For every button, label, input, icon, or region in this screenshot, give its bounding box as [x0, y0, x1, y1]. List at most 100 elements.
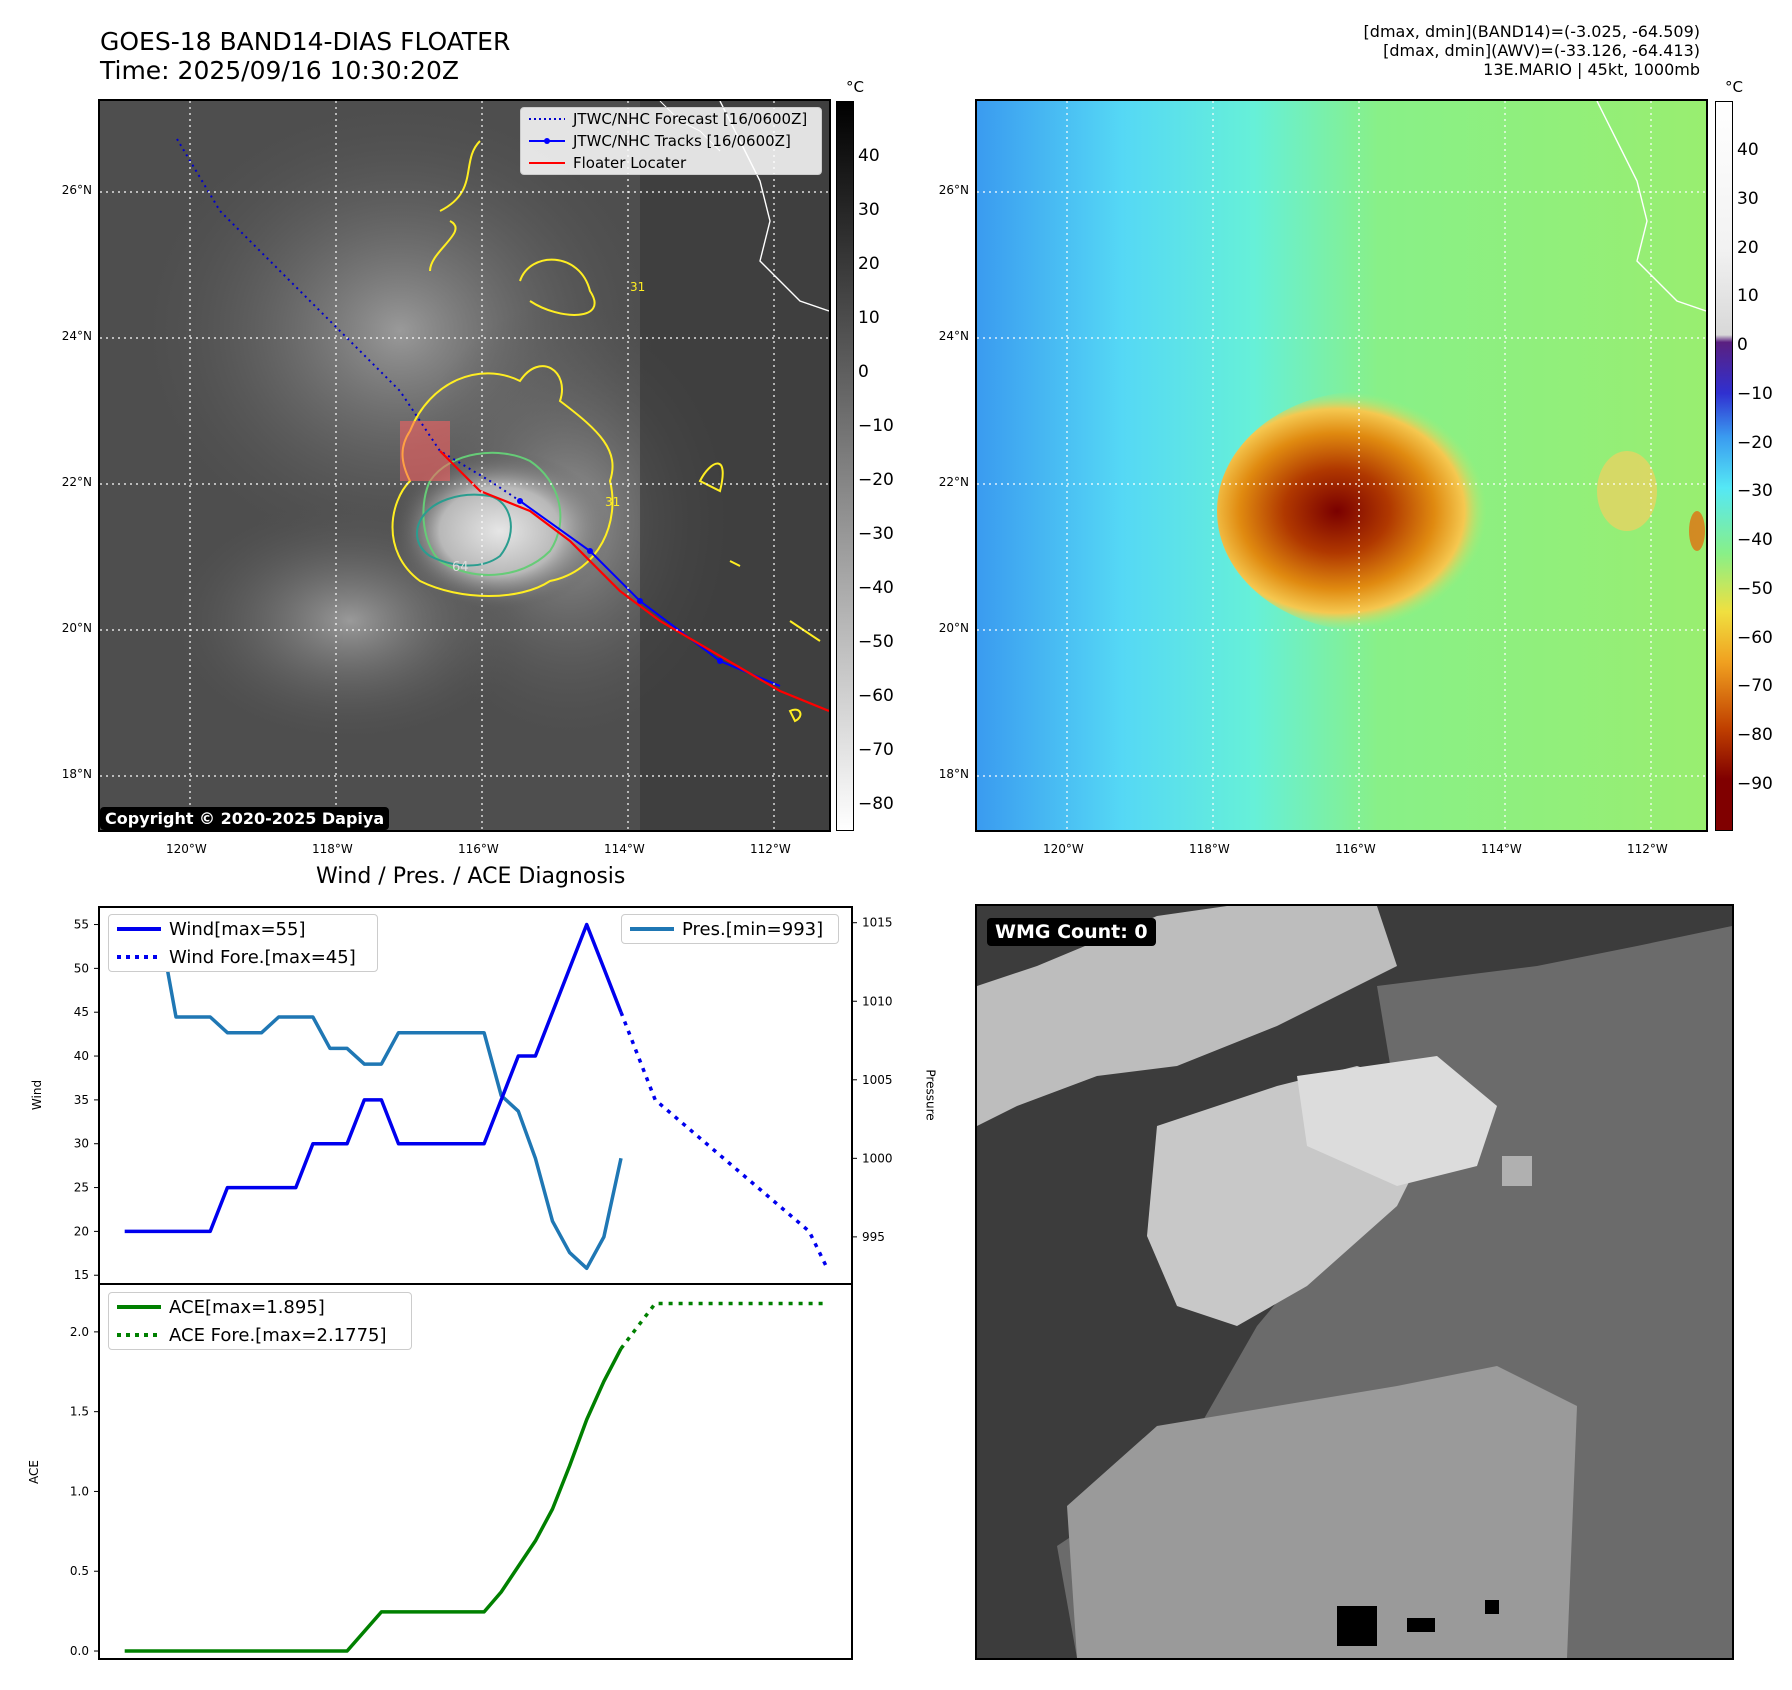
ir-colorbar	[836, 101, 854, 831]
pressure-tick: 995	[862, 1230, 885, 1244]
contour-teal	[416, 493, 512, 567]
storm-info: [dmax, dmin](BAND14)=(-3.025, -64.509) […	[1364, 22, 1700, 79]
info-line-2: [dmax, dmin](AWV)=(-33.126, -64.413)	[1383, 41, 1700, 60]
lat-label: 24°N	[938, 329, 969, 343]
wind-tick: 40	[74, 1049, 89, 1063]
cbar-tick: −40	[1737, 530, 1773, 550]
floater-box	[400, 421, 450, 481]
cbar-tick: −20	[1737, 433, 1773, 453]
lat-label: 26°N	[61, 183, 92, 197]
cbar-tick: −60	[1737, 628, 1773, 648]
wmg-panel: WMG Count: 0	[975, 904, 1734, 1660]
cbar-tick: 20	[1737, 238, 1759, 258]
lon-label: 114°W	[604, 842, 645, 856]
cbar-tick: −60	[858, 686, 894, 706]
wind-tick: 30	[74, 1137, 89, 1151]
axis-ticks-layer: 55 50 45 40 35 30 25 20 15 1015 1010 1005 1000 995 2.0…	[70, 916, 893, 1658]
cbar-tick: −80	[1737, 725, 1773, 745]
cbar-tick: −70	[1737, 676, 1773, 696]
legend-ace: ACE[max=1.895]	[117, 1296, 325, 1318]
wind-forecast-line	[619, 1011, 828, 1268]
legend-tracks: JTWC/NHC Tracks [16/0600Z]	[521, 130, 821, 152]
lon-label: 120°W	[1043, 842, 1084, 856]
wind-tick: 15	[74, 1268, 89, 1282]
ace-axis-label: ACE	[26, 1460, 41, 1484]
diagnosis-chart: 55 50 45 40 35 30 25 20 15 1015 1010 1005 1000 995 2.0…	[70, 906, 893, 1660]
awv-map-panel	[975, 99, 1708, 832]
cbar-tick: 10	[1737, 286, 1759, 306]
pressure-tick: 1000	[862, 1151, 893, 1165]
contour-label-64: 64	[452, 560, 469, 575]
cbar-tick: −80	[858, 794, 894, 814]
floater-locater-track	[439, 450, 829, 713]
cbar-tick: −50	[858, 632, 894, 652]
copyright-badge: Copyright © 2020-2025 Dapiya	[100, 807, 390, 830]
lat-label: 18°N	[61, 767, 92, 781]
figure-title: GOES-18 BAND14-DIAS FLOATER Time: 2025/0…	[100, 27, 510, 85]
wind-legend: Wind[max=55] Wind Fore.[max=45]	[108, 914, 378, 972]
contour-label-31a: 31	[605, 495, 620, 509]
awv-colorbar-unit: °C	[1725, 78, 1743, 96]
legend-wind: Wind[max=55]	[117, 918, 306, 940]
cbar-tick: −20	[858, 470, 894, 490]
forecast-track	[176, 138, 521, 502]
ir-map: 31 64 31	[100, 101, 829, 830]
wmg-region-light	[1067, 1366, 1577, 1658]
ace-tick: 2.0	[70, 1325, 89, 1339]
wmg-count-badge: WMG Count: 0	[987, 918, 1156, 946]
legend-wind-forecast: Wind Fore.[max=45]	[117, 946, 356, 968]
cbar-tick: 10	[858, 308, 880, 328]
lat-label: 22°N	[61, 475, 92, 489]
cbar-tick: 40	[858, 146, 880, 166]
wind-axis-label: Wind	[30, 1079, 45, 1111]
ir-colorbar-unit: °C	[846, 78, 864, 96]
cbar-tick: 0	[1737, 335, 1748, 355]
lon-label: 114°W	[1481, 842, 1522, 856]
title-line-1: GOES-18 BAND14-DIAS FLOATER	[100, 27, 511, 56]
awv-colorbar	[1715, 101, 1733, 831]
pressure-tick: 1010	[862, 994, 893, 1008]
lat-label: 22°N	[938, 475, 969, 489]
awv-storm-core	[1217, 391, 1517, 631]
map-legend: JTWC/NHC Forecast [16/0600Z] JTWC/NHC Tr…	[520, 107, 822, 175]
title-line-2: Time: 2025/09/16 10:30:20Z	[100, 56, 459, 85]
lon-label: 118°W	[312, 842, 353, 856]
wind-tick: 25	[74, 1181, 89, 1195]
cbar-tick: −10	[858, 416, 894, 436]
cbar-tick: 30	[1737, 189, 1759, 209]
lat-label: 20°N	[938, 621, 969, 635]
lat-label: 26°N	[938, 183, 969, 197]
ace-forecast-line	[619, 1301, 827, 1350]
info-line-1: [dmax, dmin](BAND14)=(-3.025, -64.509)	[1363, 22, 1700, 41]
map-gridlines	[977, 101, 1706, 830]
wmg-image	[977, 906, 1732, 1658]
lon-label: 116°W	[458, 842, 499, 856]
cbar-tick: −10	[1737, 384, 1773, 404]
cbar-tick: 0	[858, 362, 869, 382]
wind-tick: 35	[74, 1093, 89, 1107]
cbar-tick: 40	[1737, 140, 1759, 160]
lon-label: 112°W	[750, 842, 791, 856]
wind-tick: 45	[74, 1005, 89, 1019]
legend-pressure: Pres.[min=993]	[630, 918, 824, 940]
wind-tick: 20	[74, 1224, 89, 1238]
info-line-3: 13E.MARIO | 45kt, 1000mb	[1483, 60, 1700, 79]
contour-label-31b: 31	[630, 280, 645, 294]
ace-tick: 1.5	[70, 1405, 89, 1419]
ace-tick: 0.0	[70, 1644, 89, 1658]
awv-map	[977, 101, 1706, 830]
wmg-region-bright-top	[977, 906, 1397, 1126]
wind-tick: 55	[74, 918, 89, 932]
legend-ace-forecast: ACE Fore.[max=2.1775]	[117, 1324, 387, 1346]
ir-map-panel: 31 64 31 JTWC/NHC Forecast [16/0600Z] JT…	[98, 99, 831, 832]
lat-label: 18°N	[938, 767, 969, 781]
wind-series-layer	[124, 920, 828, 1271]
pressure-legend: Pres.[min=993]	[621, 914, 839, 944]
ace-tick: 1.0	[70, 1484, 89, 1498]
contour-yellow	[391, 365, 614, 597]
lon-label: 112°W	[1627, 842, 1668, 856]
lon-label: 116°W	[1335, 842, 1376, 856]
cbar-tick: −40	[858, 578, 894, 598]
map-gridlines	[100, 101, 829, 830]
pressure-tick: 1015	[862, 916, 893, 930]
